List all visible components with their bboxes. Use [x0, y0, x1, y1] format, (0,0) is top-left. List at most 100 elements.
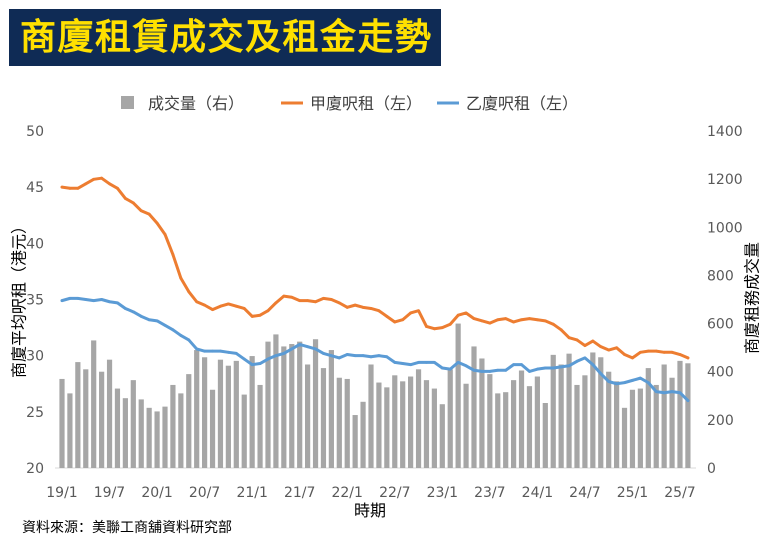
- grade-b-rent-point: [290, 347, 294, 351]
- grade-a-rent-point: [528, 317, 531, 320]
- volume-bar: [241, 394, 247, 468]
- grade-a-rent-point: [607, 348, 611, 352]
- grade-a-rent-point: [242, 307, 246, 310]
- grade-b-rent-point: [322, 352, 325, 355]
- grade-a-rent-point: [496, 318, 500, 322]
- grade-b-rent-point: [432, 361, 436, 364]
- grade-a-rent-point: [440, 326, 444, 329]
- volume-bar: [352, 415, 358, 468]
- grade-a-rent-point: [203, 303, 207, 307]
- grade-a-rent-point: [377, 309, 381, 313]
- grade-a-rent-point: [551, 322, 555, 326]
- grade-a-rent-point: [258, 313, 262, 317]
- volume-bar: [423, 380, 430, 468]
- grade-b-rent-point: [686, 399, 690, 402]
- grade-b-rent-line: [60, 296, 690, 403]
- grade-b-rent-point: [76, 296, 80, 300]
- grade-b-rent-point: [678, 391, 682, 395]
- grade-a-rent-point: [60, 185, 64, 189]
- x-tick-label: 23/7: [474, 485, 505, 501]
- y-axis-right-title: 商廈租務成交量: [743, 242, 762, 354]
- grade-b-rent-point: [670, 390, 674, 394]
- volume-bar: [281, 346, 287, 468]
- volume-bar: [677, 360, 683, 468]
- volume-bar: [336, 377, 342, 468]
- grade-a-rent-point: [425, 325, 428, 328]
- grade-a-rent-point: [543, 319, 547, 323]
- grade-b-rent-point: [559, 365, 563, 369]
- grade-a-rent-point: [535, 318, 539, 322]
- grade-a-rent-point: [306, 299, 310, 303]
- grade-a-rent-point: [100, 176, 104, 180]
- grade-a-rent-point: [567, 336, 571, 340]
- y-right-tick-label: 400: [707, 365, 734, 381]
- volume-bar: [328, 350, 334, 468]
- volume-bar: [487, 374, 493, 468]
- y-right-tick-label: 1400: [707, 124, 743, 140]
- x-tick-label: 24/7: [569, 485, 600, 501]
- grade-b-rent-point: [187, 338, 191, 342]
- volume-bar: [455, 323, 461, 468]
- volume-bar: [225, 365, 231, 468]
- grade-a-rent-point: [92, 177, 96, 181]
- volume-bar: [518, 370, 525, 468]
- volume-bar: [503, 392, 509, 468]
- x-tick-label: 24/1: [522, 485, 553, 501]
- volume-bar: [495, 393, 501, 468]
- volume-bar: [360, 401, 366, 468]
- grade-b-rent-point: [377, 354, 381, 358]
- grade-b-rent-point: [488, 369, 492, 373]
- grade-a-rent-point: [68, 186, 72, 190]
- grade-b-rent-point: [345, 353, 349, 356]
- volume-bar: [162, 406, 168, 468]
- volume-bar: [59, 378, 65, 468]
- grade-b-rent-point: [108, 300, 111, 304]
- grade-b-rent-point: [417, 361, 420, 364]
- x-tick-label: 19/7: [94, 485, 125, 501]
- volume-bar: [99, 371, 105, 468]
- volume-bar: [471, 346, 477, 468]
- volume-bar: [661, 364, 667, 468]
- grade-b-rent-point: [131, 310, 135, 314]
- volume-bar: [526, 386, 533, 468]
- grade-b-rent-point: [306, 345, 310, 349]
- volume-bar: [542, 403, 548, 468]
- grade-b-rent-point: [425, 361, 428, 364]
- grade-b-rent-point: [139, 314, 143, 318]
- x-tick-label: 25/7: [664, 485, 695, 501]
- grade-b-rent-point: [654, 390, 658, 394]
- volume-bar: [614, 381, 620, 468]
- volume-bar: [439, 404, 445, 468]
- volume-bar: [170, 384, 176, 468]
- grade-a-rent-point: [290, 295, 294, 299]
- volume-bar: [186, 374, 192, 468]
- x-tick-label: 20/7: [189, 485, 220, 501]
- y-left-tick-label: 35: [26, 293, 44, 309]
- volume-bar: [479, 358, 485, 468]
- grade-a-rent-point: [638, 350, 642, 354]
- grade-b-rent-point: [575, 359, 579, 363]
- volume-bar: [297, 341, 303, 469]
- volume-bar: [209, 389, 216, 468]
- grade-a-rent-point: [559, 328, 563, 332]
- grade-b-rent-point: [116, 301, 119, 305]
- x-tick-label: 20/1: [141, 485, 172, 501]
- volume-bar: [463, 383, 469, 468]
- grade-b-rent-point: [662, 391, 666, 395]
- grade-a-rent-point: [108, 182, 111, 186]
- grade-a-rent-point: [345, 305, 349, 309]
- grade-b-rent-point: [147, 318, 151, 322]
- grade-a-rent-point: [686, 356, 690, 360]
- volume-bar: [431, 388, 437, 468]
- grade-a-rent-point: [226, 302, 230, 306]
- y-axis-left-title: 商廈平均呎租（港元）: [10, 218, 29, 378]
- volume-bar: [67, 393, 73, 468]
- volume-bar: [415, 369, 422, 468]
- grade-a-rent-point: [266, 309, 270, 313]
- grade-a-rent-point: [464, 311, 468, 315]
- x-tick-label: 22/1: [331, 485, 362, 501]
- grade-a-rent-point: [654, 349, 658, 353]
- grade-b-rent-point: [100, 298, 104, 301]
- volume-bar: [194, 350, 200, 468]
